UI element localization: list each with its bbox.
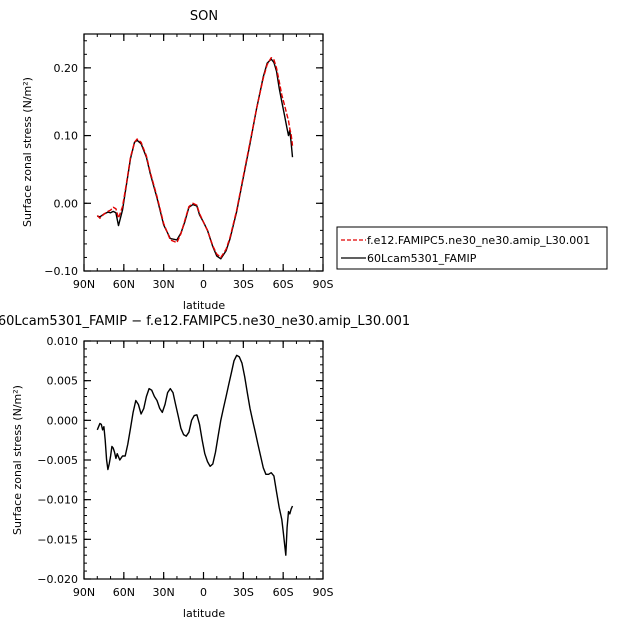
y-tick-label: 0.005 bbox=[47, 375, 79, 388]
top-legend: f.e12.FAMIPC5.ne30_ne30.amip_L30.001 60L… bbox=[336, 226, 608, 270]
y-tick-label: 0.010 bbox=[47, 335, 79, 348]
top-x-axis-label: latitude bbox=[183, 299, 225, 312]
y-tick-label: 0.000 bbox=[47, 414, 79, 427]
top-x-axis: 90N 60N 30N 0 30S 60S 90S bbox=[73, 34, 334, 291]
x-tick-label: 60N bbox=[113, 586, 135, 599]
x-tick-label: 30N bbox=[153, 586, 175, 599]
legend-box bbox=[336, 226, 608, 270]
top-plot-frame bbox=[83, 33, 324, 272]
bottom-y-axis-label: Surface zonal stress (N/m²) bbox=[11, 385, 24, 535]
y-tick-label: −0.10 bbox=[44, 265, 78, 278]
y-tick-label: 0.00 bbox=[54, 197, 79, 210]
legend-label-60L: 60Lcam5301_FAMIP bbox=[367, 252, 477, 265]
bottom-plot-frame bbox=[83, 340, 324, 580]
top-chart-title: SON bbox=[190, 9, 218, 24]
bottom-x-axis-label: latitude bbox=[183, 607, 225, 620]
x-tick-label: 30N bbox=[153, 278, 175, 291]
top-series-line-1 bbox=[96, 57, 294, 259]
bottom-chart: 60Lcam5301_FAMIP − f.e12.FAMIPC5.ne30_ne… bbox=[0, 314, 410, 620]
x-tick-label: 30S bbox=[233, 278, 254, 291]
x-tick-label: 60S bbox=[273, 586, 294, 599]
x-tick-label: 30S bbox=[233, 586, 254, 599]
y-tick-label: −0.015 bbox=[37, 533, 78, 546]
bottom-x-axis: 90N 60N 30N 0 30S 60S 90S bbox=[73, 341, 334, 599]
legend-label-cam5: f.e12.FAMIPC5.ne30_ne30.amip_L30.001 bbox=[367, 234, 590, 247]
x-tick-label: 90N bbox=[73, 586, 95, 599]
x-tick-label: 0 bbox=[200, 586, 207, 599]
y-tick-label: 0.10 bbox=[54, 130, 79, 143]
bottom-series-group bbox=[96, 354, 294, 556]
y-tick-label: 0.20 bbox=[54, 62, 79, 75]
x-tick-label: 60N bbox=[113, 278, 135, 291]
top-chart: SON −0.100.000.100.20 90N 60N 30N 0 30S 60S 90… bbox=[21, 9, 608, 312]
y-tick-label: −0.010 bbox=[37, 494, 78, 507]
y-tick-label: −0.020 bbox=[37, 573, 78, 586]
bottom-chart-title: 60Lcam5301_FAMIP − f.e12.FAMIPC5.ne30_ne… bbox=[0, 314, 410, 329]
bottom-series-line-1 bbox=[96, 354, 294, 556]
x-tick-label: 60S bbox=[273, 278, 294, 291]
top-y-axis-label: Surface zonal stress (N/m²) bbox=[21, 77, 34, 227]
x-tick-label: 90N bbox=[73, 278, 95, 291]
bottom-y-axis: −0.020 −0.015 −0.010 −0.005 0.000 0.005 0.010 bbox=[37, 335, 323, 586]
top-series-line-2 bbox=[97, 58, 294, 260]
x-tick-label: 90S bbox=[313, 586, 334, 599]
x-tick-label: 0 bbox=[200, 278, 207, 291]
top-series-group bbox=[96, 57, 294, 260]
y-tick-label: −0.005 bbox=[37, 454, 78, 467]
x-tick-label: 90S bbox=[313, 278, 334, 291]
top-y-axis: −0.10 0.00 0.10 0.20 bbox=[44, 40, 323, 278]
